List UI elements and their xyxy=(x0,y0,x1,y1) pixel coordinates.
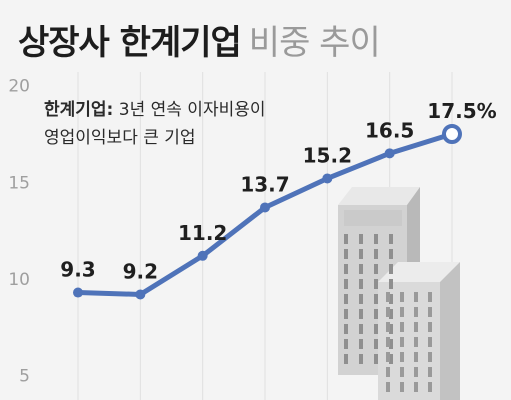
y-tick-label: 10 xyxy=(8,270,30,290)
data-points xyxy=(73,124,462,300)
data-label: 9.2 xyxy=(123,259,158,283)
data-label: 16.5 xyxy=(365,118,414,142)
definition-note: 한계기업: 3년 연속 이자비용이 영업이익보다 큰 기업 xyxy=(44,96,266,152)
data-label: 13.7 xyxy=(240,172,289,196)
data-label: 15.2 xyxy=(303,143,352,167)
data-point xyxy=(135,289,146,300)
y-tick-label: 20 xyxy=(8,77,30,97)
y-tick-label: 15 xyxy=(8,173,30,193)
note-line-1: 한계기업: 3년 연속 이자비용이 xyxy=(44,96,266,124)
data-point-highlight xyxy=(442,124,462,144)
note-text-1: 3년 연속 이자비용이 xyxy=(113,100,266,120)
data-label: 11.2 xyxy=(178,221,227,245)
data-point xyxy=(197,250,208,261)
data-point xyxy=(260,202,270,213)
title-main: 상장사 한계기업 xyxy=(18,23,242,63)
data-point xyxy=(322,173,333,184)
buildings-illustration xyxy=(338,187,460,400)
data-point xyxy=(384,148,395,159)
note-term: 한계기업: xyxy=(44,100,114,120)
data-label: 9.3 xyxy=(60,258,95,282)
y-tick-label: 5 xyxy=(19,367,30,387)
data-point xyxy=(73,287,83,298)
data-label: 17.5% xyxy=(427,99,496,123)
y-axis-ticks: 5 10 15 20 xyxy=(8,77,30,387)
note-line-2: 영업이익보다 큰 기업 xyxy=(44,128,196,148)
title-sub: 비중 추이 xyxy=(248,23,381,63)
data-labels: 9.3 9.2 11.2 13.7 15.2 16.5 17.5% xyxy=(60,99,496,283)
chart-title: 상장사 한계기업 비중 추이 xyxy=(18,12,381,64)
